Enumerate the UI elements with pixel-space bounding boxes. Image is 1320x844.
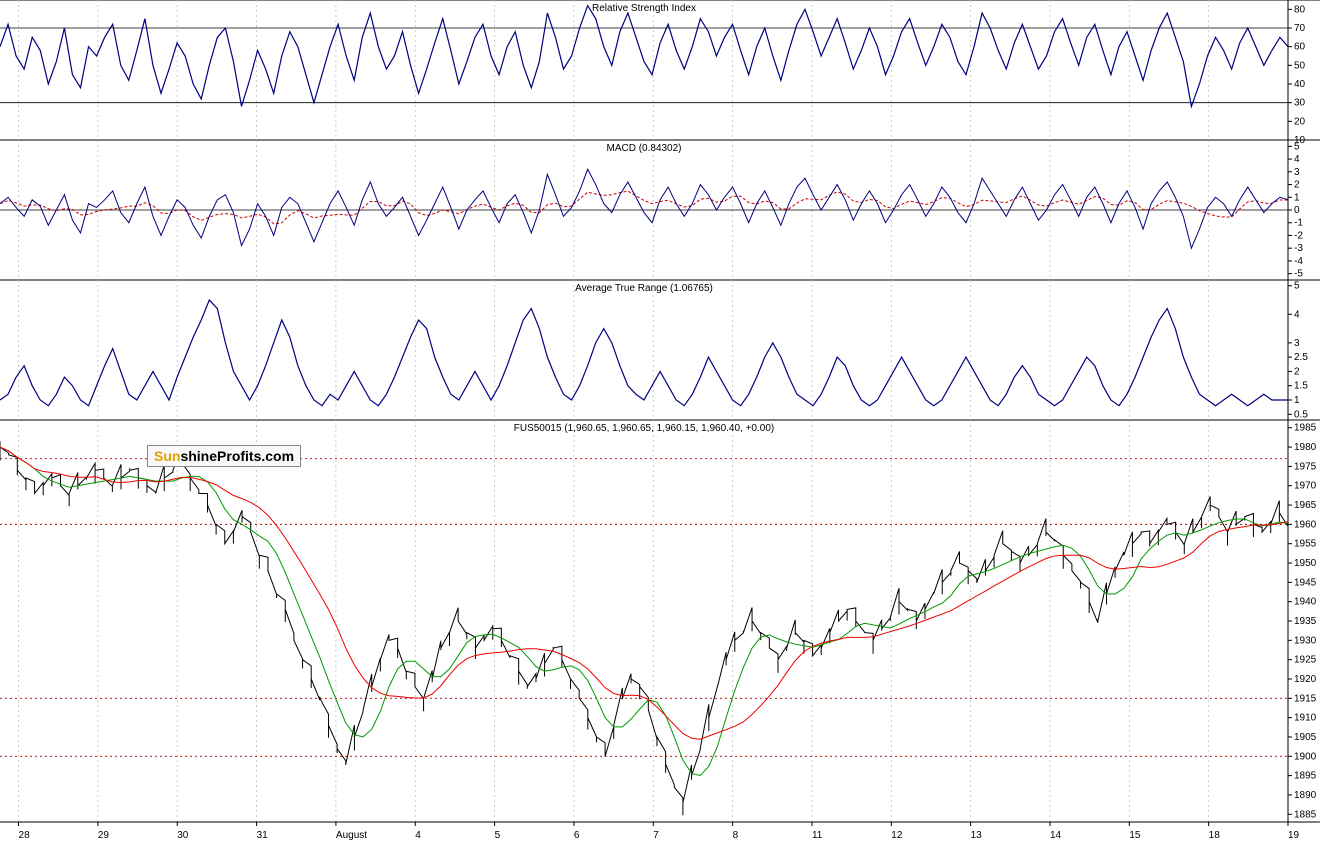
svg-text:11: 11	[812, 830, 823, 841]
svg-text:1970: 1970	[1294, 481, 1317, 492]
svg-text:3: 3	[1294, 167, 1300, 178]
svg-text:1945: 1945	[1294, 577, 1317, 588]
svg-text:1890: 1890	[1294, 790, 1317, 801]
chart-svg: 1020304050607080Relative Strength Index-…	[0, 0, 1320, 844]
svg-text:1905: 1905	[1294, 732, 1317, 743]
svg-text:1910: 1910	[1294, 713, 1317, 724]
svg-text:1: 1	[1294, 395, 1300, 406]
svg-text:August: August	[336, 830, 367, 841]
svg-text:-1: -1	[1294, 218, 1303, 229]
svg-text:15: 15	[1129, 830, 1141, 841]
svg-text:4: 4	[415, 830, 421, 841]
svg-text:FUS50015 (1,960.65, 1,960.65,: FUS50015 (1,960.65, 1,960.65, 1,960.15, …	[514, 423, 774, 434]
svg-text:-5: -5	[1294, 269, 1303, 280]
svg-text:1885: 1885	[1294, 809, 1317, 820]
svg-text:MACD (0.84302): MACD (0.84302)	[606, 143, 681, 154]
watermark-sun: Sun	[154, 448, 180, 464]
svg-text:4: 4	[1294, 309, 1300, 320]
svg-text:13: 13	[971, 830, 983, 841]
svg-text:1930: 1930	[1294, 635, 1317, 646]
svg-text:4: 4	[1294, 154, 1300, 165]
svg-text:1925: 1925	[1294, 655, 1317, 666]
svg-text:6: 6	[574, 830, 580, 841]
svg-text:Relative Strength Index: Relative Strength Index	[592, 3, 696, 14]
svg-text:3: 3	[1294, 338, 1300, 349]
svg-text:5: 5	[1294, 141, 1300, 152]
svg-text:1895: 1895	[1294, 771, 1317, 782]
svg-text:1920: 1920	[1294, 674, 1317, 685]
watermark-shine: shine	[180, 448, 217, 464]
svg-text:5: 5	[1294, 281, 1300, 292]
svg-text:29: 29	[98, 830, 110, 841]
svg-text:31: 31	[257, 830, 269, 841]
svg-text:1980: 1980	[1294, 442, 1317, 453]
svg-text:7: 7	[653, 830, 659, 841]
svg-text:70: 70	[1294, 23, 1306, 34]
svg-text:0.5: 0.5	[1294, 409, 1308, 420]
svg-text:30: 30	[177, 830, 189, 841]
svg-text:18: 18	[1209, 830, 1221, 841]
svg-text:28: 28	[19, 830, 31, 841]
svg-text:1940: 1940	[1294, 597, 1317, 608]
svg-text:5: 5	[495, 830, 501, 841]
svg-text:1985: 1985	[1294, 423, 1317, 434]
svg-text:50: 50	[1294, 60, 1306, 71]
svg-text:1960: 1960	[1294, 519, 1317, 530]
multi-panel-chart: 1020304050607080Relative Strength Index-…	[0, 0, 1320, 844]
svg-text:-3: -3	[1294, 243, 1303, 254]
svg-text:Average True Range (1.06765): Average True Range (1.06765)	[575, 283, 713, 294]
svg-text:-2: -2	[1294, 230, 1303, 241]
svg-text:1: 1	[1294, 192, 1300, 203]
watermark-box: SunshineProfits.com	[147, 445, 301, 467]
svg-text:80: 80	[1294, 4, 1306, 15]
svg-text:1915: 1915	[1294, 693, 1317, 704]
svg-text:19: 19	[1288, 830, 1300, 841]
svg-text:14: 14	[1050, 830, 1062, 841]
svg-text:1900: 1900	[1294, 751, 1317, 762]
svg-text:-4: -4	[1294, 256, 1303, 267]
svg-text:1955: 1955	[1294, 539, 1317, 550]
watermark-rest: Profits.com	[217, 448, 294, 464]
svg-text:12: 12	[891, 830, 903, 841]
svg-text:30: 30	[1294, 98, 1306, 109]
svg-text:8: 8	[733, 830, 739, 841]
svg-text:1965: 1965	[1294, 500, 1317, 511]
svg-text:1950: 1950	[1294, 558, 1317, 569]
svg-text:60: 60	[1294, 42, 1306, 53]
svg-text:1975: 1975	[1294, 461, 1317, 472]
svg-text:40: 40	[1294, 79, 1306, 90]
svg-text:0: 0	[1294, 205, 1300, 216]
svg-text:1935: 1935	[1294, 616, 1317, 627]
svg-text:2.5: 2.5	[1294, 352, 1308, 363]
svg-text:20: 20	[1294, 116, 1306, 127]
svg-text:2: 2	[1294, 180, 1300, 191]
svg-text:1.5: 1.5	[1294, 381, 1308, 392]
svg-text:2: 2	[1294, 366, 1300, 377]
